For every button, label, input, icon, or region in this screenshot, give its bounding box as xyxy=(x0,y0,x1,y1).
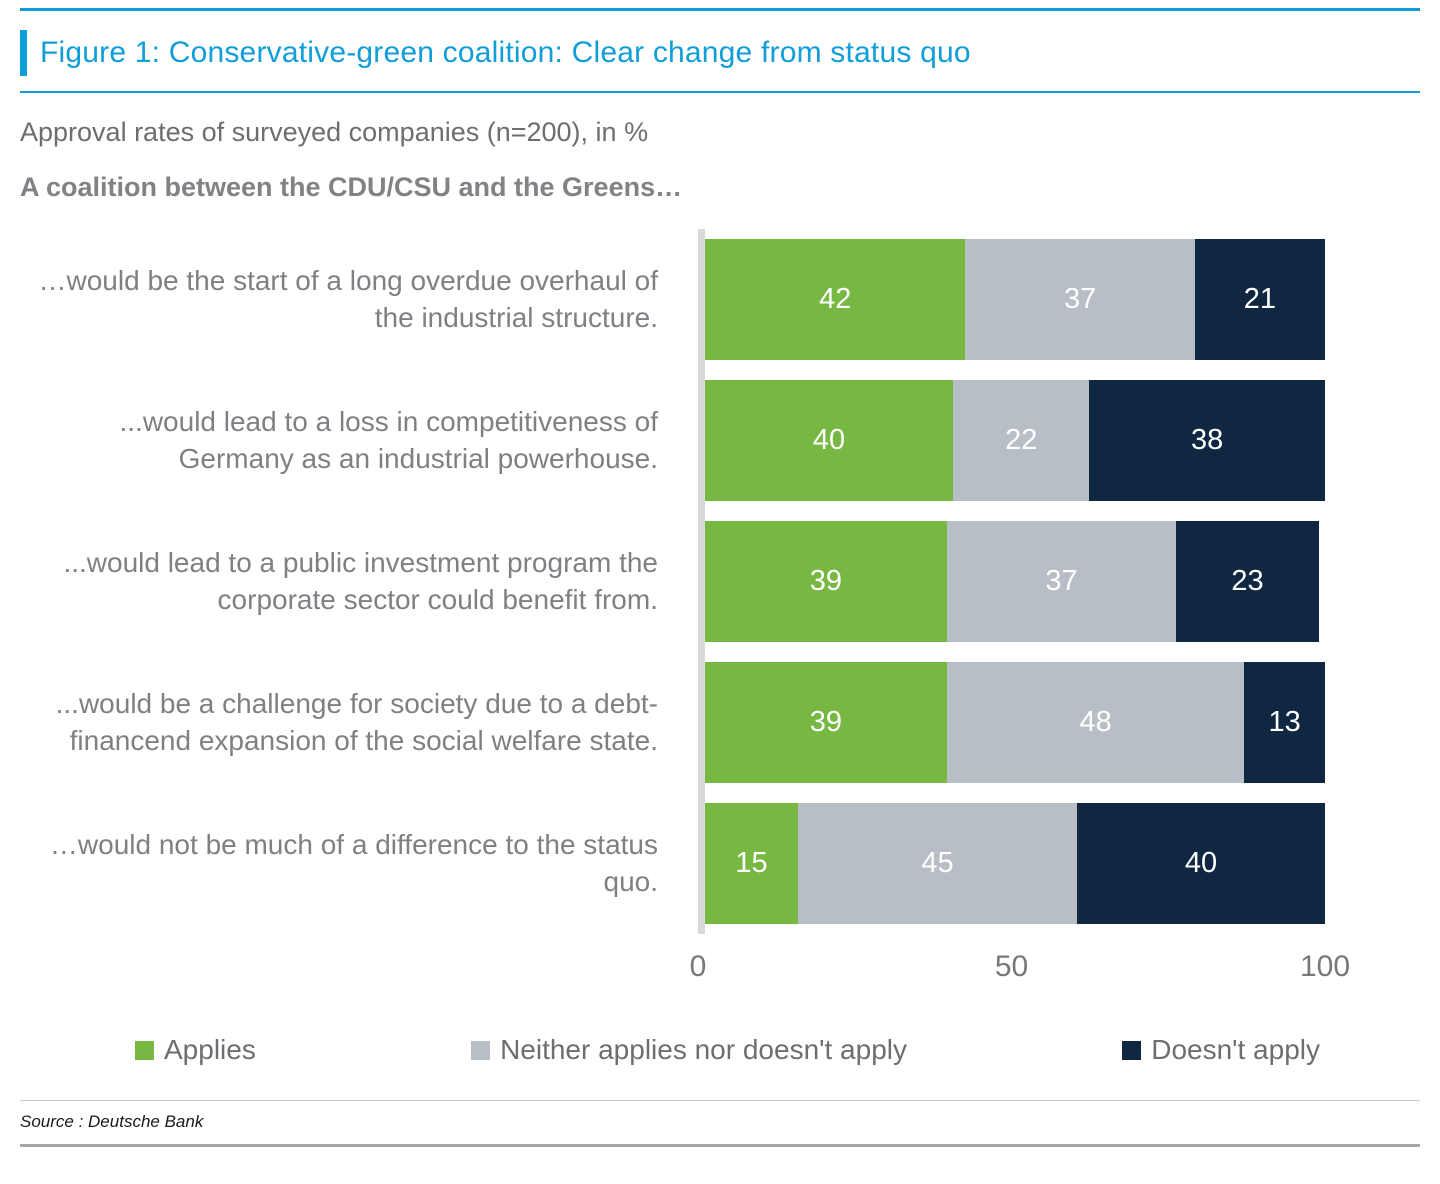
bar-segment: 23 xyxy=(1176,521,1319,642)
bar-segment: 15 xyxy=(705,803,798,924)
chart-row: ...would be a challenge for society due … xyxy=(20,652,1420,793)
category-label: …would not be much of a difference to th… xyxy=(49,829,658,897)
bar-segment: 13 xyxy=(1244,662,1325,783)
x-axis-ticks: 0 50 100 xyxy=(690,934,1350,996)
title-underline-rule xyxy=(20,91,1420,93)
legend-item: Applies xyxy=(135,1034,256,1066)
chart-row: ...would lead to a public investment pro… xyxy=(20,511,1420,652)
value-label: 13 xyxy=(1268,706,1301,738)
figure-subtitle: Approval rates of surveyed companies (n=… xyxy=(20,117,649,147)
axis-spacer xyxy=(20,934,698,996)
category-label: ...would be a challenge for society due … xyxy=(55,688,658,756)
legend-item: Doesn't apply xyxy=(1122,1034,1320,1066)
source-note: Source : Deutsche Bank xyxy=(20,1112,204,1131)
footer-top-rule xyxy=(20,1100,1420,1101)
x-tick-label: 50 xyxy=(994,950,1029,983)
bar-track: 15 45 40 xyxy=(698,793,1325,934)
legend-swatch xyxy=(471,1040,491,1060)
footer-bottom-rule xyxy=(20,1144,1420,1147)
category-label: ...would lead to a loss in competitivene… xyxy=(119,406,658,474)
figure-title-block: Figure 1: Conservative-green coalition: … xyxy=(20,30,1420,76)
stacked-bar: 42 37 21 xyxy=(705,239,1325,360)
stacked-bar: 40 22 38 xyxy=(705,380,1325,501)
bar-track: 40 22 38 xyxy=(698,370,1325,511)
x-tick-label: 100 xyxy=(1299,950,1351,983)
chart-row: …would not be much of a difference to th… xyxy=(20,793,1420,934)
bar-segment: 22 xyxy=(953,380,1090,501)
legend-item: Neither applies nor doesn't apply xyxy=(471,1034,907,1066)
value-label: 23 xyxy=(1231,565,1264,597)
stacked-bar: 39 48 13 xyxy=(705,662,1325,783)
figure-title: Figure 1: Conservative-green coalition: … xyxy=(40,36,971,69)
bar-segment: 21 xyxy=(1194,239,1325,360)
bar-segment: 45 xyxy=(798,803,1077,924)
value-label: 45 xyxy=(921,847,954,879)
value-label: 48 xyxy=(1079,706,1112,738)
value-label: 21 xyxy=(1243,283,1276,315)
value-label: 42 xyxy=(819,283,852,315)
x-axis: 0 50 100 xyxy=(20,934,1420,996)
bar-track: 42 37 21 xyxy=(698,229,1325,370)
top-rule xyxy=(20,8,1420,11)
stacked-bar: 15 45 40 xyxy=(705,803,1325,924)
legend: Applies Neither applies nor doesn't apply… xyxy=(20,1034,1420,1066)
value-label: 39 xyxy=(809,706,843,738)
bar-segment: 42 xyxy=(705,239,966,360)
bar-segment: 40 xyxy=(1077,803,1325,924)
value-label: 37 xyxy=(1045,565,1078,597)
bar-track: 39 48 13 xyxy=(698,652,1325,793)
value-label: 37 xyxy=(1063,283,1097,315)
stacked-bar-chart: …would be the start of a long overdue ov… xyxy=(20,229,1420,996)
bar-segment: 40 xyxy=(705,380,953,501)
legend-swatch xyxy=(1122,1040,1142,1060)
figure-lead: A coalition between the CDU/CSU and the … xyxy=(20,172,683,202)
category-label: …would be the start of a long overdue ov… xyxy=(38,265,659,333)
bar-segment: 37 xyxy=(946,521,1177,642)
value-label: 15 xyxy=(735,847,768,879)
x-tick-label: 0 xyxy=(689,950,707,983)
chart-row: ...would lead to a loss in competitivene… xyxy=(20,370,1420,511)
legend-label: Doesn't apply xyxy=(1151,1034,1320,1065)
bar-segment: 48 xyxy=(946,662,1245,783)
legend-label: Applies xyxy=(164,1034,256,1065)
bar-segment: 38 xyxy=(1089,380,1325,501)
bar-segment: 39 xyxy=(705,662,947,783)
legend-label: Neither applies nor doesn't apply xyxy=(500,1034,907,1065)
value-label: 22 xyxy=(1005,424,1038,456)
category-label: ...would lead to a public investment pro… xyxy=(63,547,658,615)
legend-swatch xyxy=(135,1040,154,1060)
value-label: 40 xyxy=(1184,847,1218,879)
bar-segment: 39 xyxy=(705,521,947,642)
title-accent-bar xyxy=(20,30,27,76)
chart-rows: …would be the start of a long overdue ov… xyxy=(20,229,1420,934)
bar-track: 39 37 23 xyxy=(698,511,1325,652)
chart-row: …would be the start of a long overdue ov… xyxy=(20,229,1420,370)
value-label: 38 xyxy=(1191,424,1224,456)
bar-segment: 37 xyxy=(965,239,1195,360)
footer: Source : Deutsche Bank xyxy=(20,1100,1420,1147)
value-label: 40 xyxy=(812,424,846,456)
stacked-bar: 39 37 23 xyxy=(705,521,1325,642)
value-label: 39 xyxy=(809,565,843,597)
